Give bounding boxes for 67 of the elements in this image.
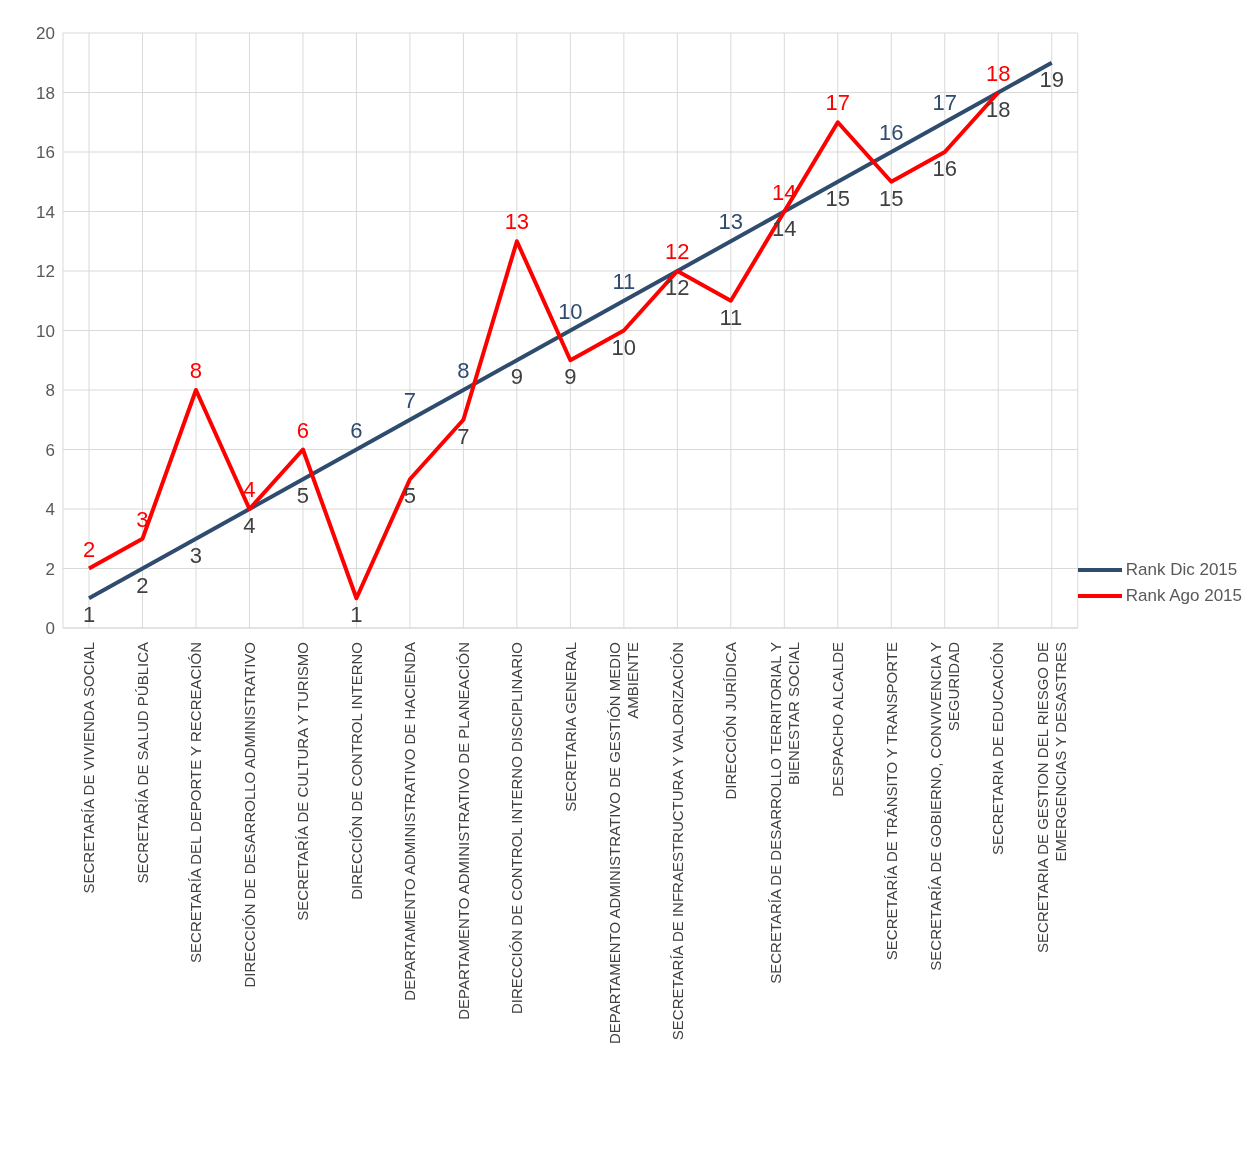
data-label: 11 bbox=[719, 304, 743, 330]
data-label: 13 bbox=[504, 209, 530, 235]
data-label: 7 bbox=[457, 423, 470, 449]
x-tick-label: SECRETARÍA DEL DEPORTE Y RECREACIÓN bbox=[187, 642, 205, 963]
y-tick-label: 20 bbox=[36, 24, 55, 44]
x-tick-label: SECRETARÍA DE GOBIERNO, CONVIVENCIA Y SEGURIDAD bbox=[927, 641, 963, 971]
data-label: 12 bbox=[665, 239, 690, 264]
y-tick-label: 14 bbox=[36, 202, 55, 222]
y-tick-label: 6 bbox=[45, 440, 55, 460]
data-label: 10 bbox=[558, 298, 583, 324]
data-label: 4 bbox=[243, 477, 256, 502]
data-label: 2 bbox=[136, 572, 149, 598]
data-label: 8 bbox=[189, 358, 203, 383]
data-label: 6 bbox=[296, 417, 310, 443]
data-label: 15 bbox=[825, 185, 851, 211]
x-tick-label: DEPARTAMENTO ADMINISTRATIVO DE GESTIÓN MEDIO AMBIENTE bbox=[606, 642, 642, 1044]
x-tick-label: DIRECCIÓN DE CONTROL INTERNO bbox=[347, 642, 365, 900]
data-label: 16 bbox=[879, 120, 904, 145]
x-tick-label: SECRETARÍA DE SALUD PÚBLICA bbox=[133, 642, 151, 884]
data-label: 2 bbox=[82, 536, 96, 562]
legend-label: Rank Ago 2015 bbox=[1125, 586, 1242, 606]
data-label: 19 bbox=[1039, 66, 1064, 92]
data-label: 15 bbox=[879, 185, 904, 211]
data-label: 17 bbox=[932, 90, 958, 116]
x-tick-label: DIRECCIÓN DE DESARROLLO ADMINISTRATIVO bbox=[240, 642, 258, 988]
legend-label: Rank Dic 2015 bbox=[1125, 560, 1238, 580]
data-label: 13 bbox=[718, 209, 744, 235]
x-tick-label: SECRETARÍA DE CULTURA Y TURISMO bbox=[294, 642, 312, 921]
data-label: 6 bbox=[350, 417, 363, 443]
data-label: 9 bbox=[564, 364, 577, 390]
x-tick-label: DIRECCIÓN DE CONTROL INTERNO DISCIPLINARIO bbox=[508, 642, 526, 1014]
data-label: 3 bbox=[136, 506, 149, 532]
y-tick-label: 0 bbox=[45, 619, 55, 639]
data-label: 3 bbox=[189, 542, 203, 568]
data-label: 18 bbox=[986, 96, 1011, 122]
y-tick-label: 12 bbox=[36, 262, 55, 282]
y-tick-label: 18 bbox=[36, 83, 55, 103]
data-label: 1 bbox=[82, 602, 96, 628]
x-tick-label: DIRECCIÓN JURÍDICA bbox=[722, 642, 740, 800]
data-label: 12 bbox=[665, 275, 690, 300]
x-tick-label: DEPARTAMENTO ADMINISTRATIVO DE PLANEACIÓN bbox=[454, 642, 472, 1020]
x-tick-label: SECRETARIA GENERAL bbox=[561, 642, 579, 812]
data-label: 8 bbox=[457, 358, 470, 383]
data-label: 11 bbox=[612, 268, 636, 294]
x-tick-label: SECRETARÍA DE INFRAESTRUCTURA Y VALORIZACIÓN bbox=[668, 642, 686, 1041]
x-tick-label: SECRETARIA DE EDUCACIÓN bbox=[989, 642, 1007, 856]
y-tick-label: 10 bbox=[36, 321, 55, 341]
x-tick-label: SECRETARIA DE GESTION DEL RIESGO DE EMERGENCIAS Y DESASTRES bbox=[1033, 642, 1069, 953]
y-tick-label: 4 bbox=[45, 500, 55, 520]
data-label: 18 bbox=[986, 60, 1011, 86]
x-tick-label: SECRETARÍA DE TRÁNSITO Y TRANSPORTE bbox=[882, 642, 900, 961]
y-tick-label: 2 bbox=[45, 559, 55, 579]
data-label: 9 bbox=[510, 364, 524, 390]
x-tick-label: DEPARTAMENTO ADMINISTRATIVO DE HACIENDA bbox=[401, 642, 419, 1001]
data-label: 4 bbox=[243, 513, 256, 538]
x-tick-label: SECRETARÍA DE DESARROLLO TERRITORIAL Y BIENESTAR SOCIAL bbox=[766, 642, 802, 984]
data-label: 16 bbox=[932, 156, 958, 181]
x-tick-label: SECRETARÍA DE VIVIENDA SOCIAL bbox=[80, 642, 98, 894]
y-tick-label: 8 bbox=[45, 381, 55, 401]
x-tick-label: DESPACHO ALCALDE bbox=[829, 642, 847, 797]
data-label: 5 bbox=[296, 483, 310, 509]
data-label: 5 bbox=[403, 483, 417, 509]
data-label: 7 bbox=[403, 387, 417, 413]
data-label: 17 bbox=[825, 90, 851, 116]
data-label: 10 bbox=[611, 334, 637, 360]
y-tick-label: 16 bbox=[36, 143, 55, 163]
data-label: 1 bbox=[350, 602, 363, 628]
